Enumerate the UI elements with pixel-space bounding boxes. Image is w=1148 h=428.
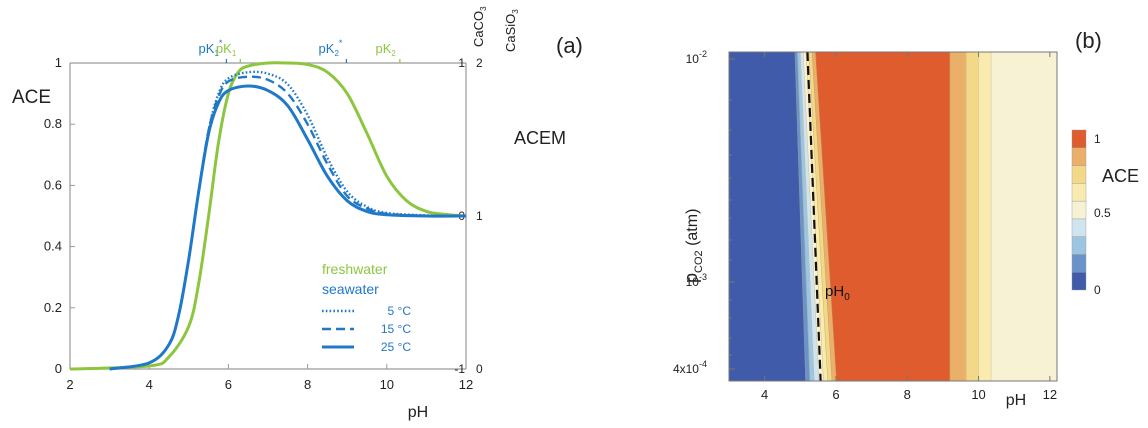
caco3-axis-title: CaCO3 (471, 6, 488, 47)
contour-line (794, 51, 806, 382)
colorbar-label: ACE (1102, 166, 1139, 186)
x-axis-label: pH (1006, 392, 1026, 409)
pk-label: pK1 (216, 41, 237, 58)
panel-b-label: (b) (1075, 28, 1102, 53)
contour-line (805, 51, 824, 382)
caco3-tick-label: 1 (458, 56, 465, 70)
x-tick-label: 4 (761, 387, 768, 402)
heatmap-band (978, 51, 992, 382)
x-tick-label: 12 (459, 377, 473, 392)
y-tick-label: 4x10-4 (673, 359, 707, 376)
legend: freshwater seawater 5 °C 15 °C 25 °C (322, 261, 411, 354)
acem-axis-label: ACEM (514, 128, 566, 148)
contour-line (815, 51, 837, 382)
legend-freshwater: freshwater (322, 261, 388, 277)
y-tick-label: 0 (55, 361, 62, 376)
x-tick-label: 10 (380, 377, 394, 392)
y-tick-exponent: -3 (699, 272, 707, 282)
y-tick-exponent: -4 (699, 359, 707, 369)
casio3-tick-label: 1 (476, 209, 483, 223)
legend-item: 5 °C (388, 304, 412, 318)
legend-item: 25 °C (381, 340, 411, 354)
x-tick-label: 4 (146, 377, 153, 392)
panel-a-label: (a) (556, 33, 583, 58)
ph0-dashed-line (806, 51, 822, 382)
contour-line (811, 51, 833, 382)
y-tick-label: 0.8 (44, 116, 62, 131)
colorbar-cell (1071, 165, 1087, 184)
contour-line (800, 51, 815, 382)
y-axis-label: pCO2 (atm) (681, 209, 705, 283)
series-line-15cc (109, 75, 467, 371)
colorbar-cell (1071, 254, 1087, 273)
colorbar-tick-label: 1 (1094, 132, 1101, 146)
colorbar-cell (1071, 236, 1087, 255)
caco3-tick-label: -1 (454, 362, 465, 376)
colorbar-cell (1071, 200, 1087, 220)
contour-line (797, 51, 811, 382)
contour-line (808, 51, 829, 382)
pk-subscript: 1 (232, 49, 237, 58)
plot-frame (728, 51, 1058, 382)
series-line-freshwater (69, 61, 467, 371)
x-tick-label: 2 (66, 377, 73, 392)
caco3-subscript: 3 (479, 6, 488, 11)
pk-label: pK2 (376, 41, 397, 58)
series-line-25cc (109, 84, 467, 371)
x-tick-label: 6 (832, 387, 839, 402)
pk-superscript: * (339, 38, 343, 48)
colorbar-cell (1071, 183, 1087, 202)
y-axis-label-unit: (atm) (684, 209, 701, 251)
y-tick-label: 10-2 (686, 49, 707, 66)
colorbar-tick-label: 0.5 (1094, 206, 1111, 220)
colorbar-cell (1071, 147, 1087, 166)
heatmap-band (949, 51, 967, 382)
y-tick-label: 1 (55, 55, 62, 70)
x-tick-label: 8 (304, 377, 311, 392)
y-tick-label: 0.4 (44, 239, 62, 254)
y-axis-label: ACE (12, 87, 51, 108)
legend-item: 15 °C (381, 322, 411, 336)
x-tick-label: 10 (971, 387, 985, 402)
y-tick-label: 0.2 (44, 300, 62, 315)
colorbar-tick-label: 0 (1094, 283, 1101, 297)
x-tick-label: 12 (1043, 387, 1057, 402)
y-tick-label: 0.6 (44, 177, 62, 192)
pk-subscript: 1 (214, 49, 219, 58)
colorbar-cell (1071, 272, 1087, 291)
colorbar-cell (1071, 129, 1087, 148)
pk-label: pK2* (319, 38, 343, 58)
casio3-subscript: 3 (511, 9, 520, 14)
ph0-annotation: pH0 (825, 283, 850, 303)
pk-subscript: 2 (391, 49, 396, 58)
casio3-axis-title: CaSiO3 (503, 9, 520, 52)
heatmap-band (965, 51, 979, 382)
y-tick-exponent: -2 (699, 49, 707, 59)
y-axis-label-subscript: CO2 (693, 250, 705, 273)
pk-superscript: * (219, 38, 223, 48)
contour-line (802, 51, 820, 382)
heatmap-band (815, 51, 951, 382)
x-tick-label: 8 (904, 387, 911, 402)
heatmap-band (990, 51, 1058, 382)
ph0-subscript: 0 (844, 292, 850, 303)
x-axis-label: pH (408, 404, 428, 421)
colorbar-cell (1071, 218, 1087, 237)
heatmap-band (728, 51, 806, 382)
x-tick-label: 6 (225, 377, 232, 392)
pk-subscript: 2 (334, 49, 339, 58)
casio3-tick-label: 0 (476, 362, 483, 376)
legend-seawater: seawater (322, 281, 379, 297)
series-line-5cc (109, 70, 467, 371)
casio3-tick-label: 2 (476, 56, 483, 70)
